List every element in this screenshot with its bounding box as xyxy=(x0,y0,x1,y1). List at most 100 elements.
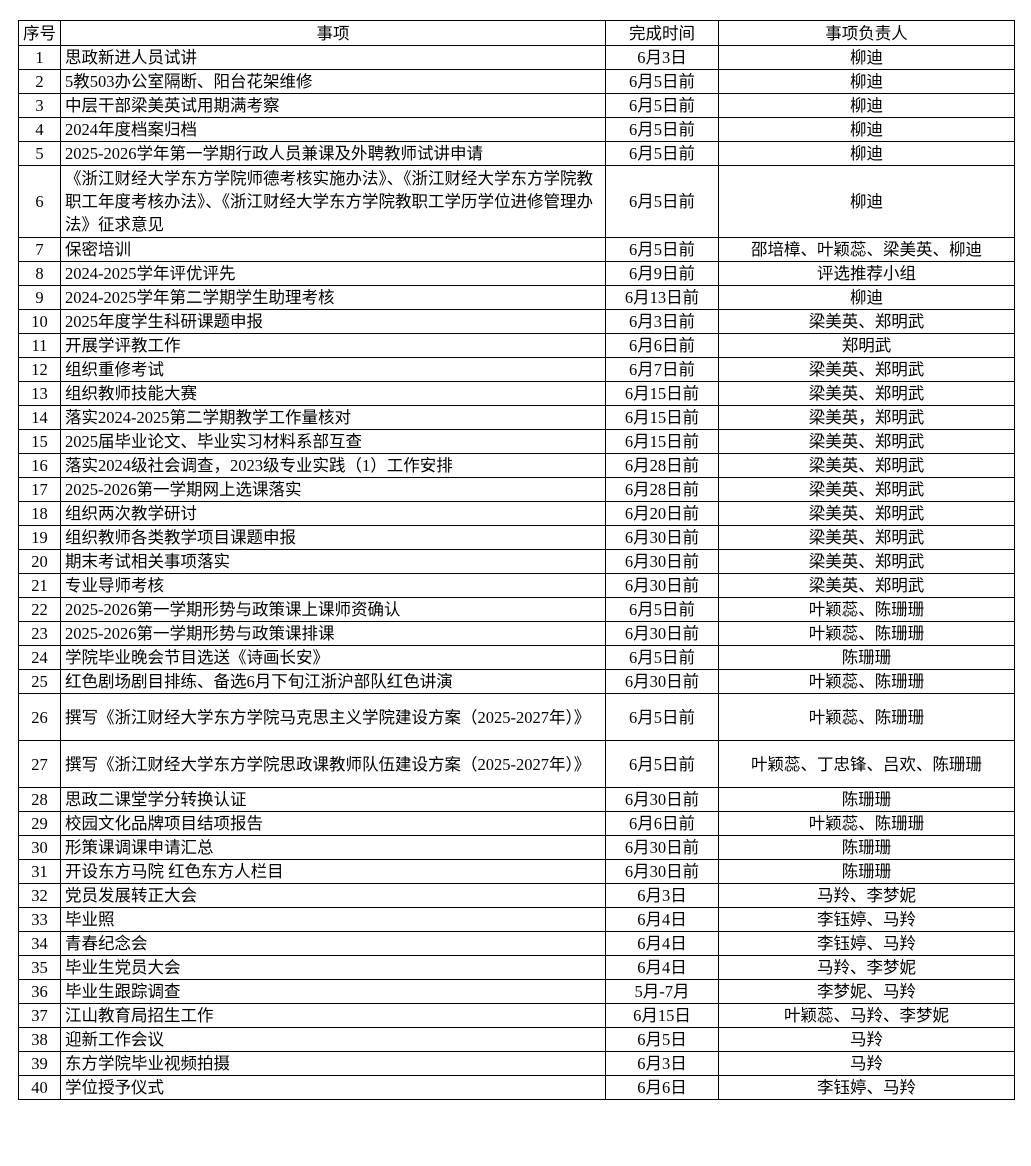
cell-time: 6月6日前 xyxy=(605,811,719,836)
cell-item: 开展学评教工作 xyxy=(60,333,606,358)
cell-time: 6月6日前 xyxy=(605,333,719,358)
cell-seq: 12 xyxy=(18,357,61,382)
cell-seq: 39 xyxy=(18,1051,61,1076)
column-header-item: 事项 xyxy=(60,20,606,46)
cell-time: 6月6日 xyxy=(605,1075,719,1100)
cell-time: 6月5日前 xyxy=(605,693,719,741)
cell-owner: 柳迪 xyxy=(718,69,1015,94)
cell-seq: 7 xyxy=(18,237,61,262)
table-row: 40 学位授予仪式 6月6日 李钰婷、马羚 xyxy=(18,1075,1015,1100)
cell-seq: 29 xyxy=(18,811,61,836)
table-row: 6 《浙江财经大学东方学院师德考核实施办法》、《浙江财经大学东方学院教职工年度考核… xyxy=(18,165,1015,238)
cell-time: 6月5日前 xyxy=(605,69,719,94)
cell-item: 组织教师各类教学项目课题申报 xyxy=(60,525,606,550)
cell-seq: 31 xyxy=(18,859,61,884)
cell-item: 2024-2025学年评优评先 xyxy=(60,261,606,286)
cell-seq: 28 xyxy=(18,787,61,812)
cell-seq: 25 xyxy=(18,669,61,694)
cell-item: 毕业照 xyxy=(60,907,606,932)
cell-seq: 26 xyxy=(18,693,61,741)
table-row: 9 2024-2025学年第二学期学生助理考核 6月13日前 柳迪 xyxy=(18,285,1015,310)
table-row: 21 专业导师考核 6月30日前 梁美英、郑明武 xyxy=(18,573,1015,598)
table-row: 35 毕业生党员大会 6月4日 马羚、李梦妮 xyxy=(18,955,1015,980)
table-row: 22 2025-2026第一学期形势与政策课上课师资确认 6月5日前 叶颖蕊、陈珊珊 xyxy=(18,597,1015,622)
cell-item: 2025-2026第一学期形势与政策课上课师资确认 xyxy=(60,597,606,622)
cell-owner: 梁美英、郑明武 xyxy=(718,453,1015,478)
cell-owner: 马羚 xyxy=(718,1027,1015,1052)
cell-item: 党员发展转正大会 xyxy=(60,883,606,908)
cell-item: 东方学院毕业视频拍摄 xyxy=(60,1051,606,1076)
cell-seq: 6 xyxy=(18,165,61,238)
cell-time: 6月30日前 xyxy=(605,787,719,812)
cell-owner: 柳迪 xyxy=(718,117,1015,142)
column-header-seq: 序号 xyxy=(18,20,61,46)
cell-seq: 27 xyxy=(18,740,61,788)
column-header-time: 完成时间 xyxy=(605,20,719,46)
cell-item: 保密培训 xyxy=(60,237,606,262)
cell-time: 6月5日前 xyxy=(605,165,719,238)
cell-item: 专业导师考核 xyxy=(60,573,606,598)
cell-seq: 21 xyxy=(18,573,61,598)
table-body: 1 思政新进人员试讲 6月3日 柳迪 2 5教503办公室隔断、阳台花架维修 6月5日前 柳迪… xyxy=(18,45,1015,1100)
cell-seq: 8 xyxy=(18,261,61,286)
cell-seq: 24 xyxy=(18,645,61,670)
cell-seq: 3 xyxy=(18,93,61,118)
table-row: 7 保密培训 6月5日前 邵培樟、叶颖蕊、梁美英、柳迪 xyxy=(18,237,1015,262)
table-row: 4 2024年度档案归档 6月5日前 柳迪 xyxy=(18,117,1015,142)
cell-time: 6月4日 xyxy=(605,907,719,932)
cell-item: 落实2024级社会调查，2023级专业实践（1）工作安排 xyxy=(60,453,606,478)
cell-owner: 叶颖蕊、陈珊珊 xyxy=(718,621,1015,646)
cell-time: 5月-7月 xyxy=(605,979,719,1004)
column-header-owner: 事项负责人 xyxy=(718,20,1015,46)
table-row: 26 撰写《浙江财经大学东方学院马克思主义学院建设方案（2025-2027年）》 6… xyxy=(18,693,1015,741)
cell-owner: 马羚、李梦妮 xyxy=(718,883,1015,908)
work-items-table: 序号 事项 完成时间 事项负责人 1 思政新进人员试讲 6月3日 柳迪 2 5教503办公… xyxy=(18,20,1015,1100)
cell-owner: 梁美英，郑明武 xyxy=(718,405,1015,430)
cell-owner: 陈珊珊 xyxy=(718,645,1015,670)
cell-seq: 23 xyxy=(18,621,61,646)
cell-item: 江山教育局招生工作 xyxy=(60,1003,606,1028)
cell-time: 6月28日前 xyxy=(605,477,719,502)
table-row: 25 红色剧场剧目排练、备选6月下旬江浙沪部队红色讲演 6月30日前 叶颖蕊、陈珊珊 xyxy=(18,669,1015,694)
cell-seq: 4 xyxy=(18,117,61,142)
cell-time: 6月9日前 xyxy=(605,261,719,286)
table-row: 3 中层干部梁美英试用期满考察 6月5日前 柳迪 xyxy=(18,93,1015,118)
cell-owner: 柳迪 xyxy=(718,165,1015,238)
cell-seq: 1 xyxy=(18,45,61,70)
table-row: 20 期末考试相关事项落实 6月30日前 梁美英、郑明武 xyxy=(18,549,1015,574)
cell-item: 毕业生党员大会 xyxy=(60,955,606,980)
cell-time: 6月7日前 xyxy=(605,357,719,382)
table-row: 17 2025-2026第一学期网上选课落实 6月28日前 梁美英、郑明武 xyxy=(18,477,1015,502)
cell-seq: 36 xyxy=(18,979,61,1004)
cell-item: 学位授予仪式 xyxy=(60,1075,606,1100)
cell-owner: 叶颖蕊、陈珊珊 xyxy=(718,811,1015,836)
cell-seq: 18 xyxy=(18,501,61,526)
cell-item: 2025-2026学年第一学期行政人员兼课及外聘教师试讲申请 xyxy=(60,141,606,166)
cell-owner: 梁美英、郑明武 xyxy=(718,381,1015,406)
cell-owner: 叶颖蕊、丁忠锋、吕欢、陈珊珊 xyxy=(718,740,1015,788)
cell-time: 6月5日前 xyxy=(605,117,719,142)
cell-seq: 20 xyxy=(18,549,61,574)
cell-time: 6月3日 xyxy=(605,1051,719,1076)
table-row: 12 组织重修考试 6月7日前 梁美英、郑明武 xyxy=(18,357,1015,382)
cell-time: 6月5日前 xyxy=(605,93,719,118)
cell-time: 6月30日前 xyxy=(605,835,719,860)
table-row: 18 组织两次教学研讨 6月20日前 梁美英、郑明武 xyxy=(18,501,1015,526)
cell-item: 撰写《浙江财经大学东方学院马克思主义学院建设方案（2025-2027年）》 xyxy=(60,693,606,741)
cell-time: 6月30日前 xyxy=(605,669,719,694)
cell-time: 6月3日 xyxy=(605,883,719,908)
table-header: 序号 事项 完成时间 事项负责人 xyxy=(18,20,1015,46)
cell-time: 6月15日 xyxy=(605,1003,719,1028)
table-row: 5 2025-2026学年第一学期行政人员兼课及外聘教师试讲申请 6月5日前 柳迪 xyxy=(18,141,1015,166)
cell-seq: 5 xyxy=(18,141,61,166)
cell-time: 6月5日前 xyxy=(605,237,719,262)
table-row: 23 2025-2026第一学期形势与政策课排课 6月30日前 叶颖蕊、陈珊珊 xyxy=(18,621,1015,646)
cell-time: 6月5日前 xyxy=(605,645,719,670)
cell-seq: 38 xyxy=(18,1027,61,1052)
cell-time: 6月3日 xyxy=(605,45,719,70)
table-row: 31 开设东方马院 红色东方人栏目 6月30日前 陈珊珊 xyxy=(18,859,1015,884)
cell-owner: 邵培樟、叶颖蕊、梁美英、柳迪 xyxy=(718,237,1015,262)
table-row: 8 2024-2025学年评优评先 6月9日前 评选推荐小组 xyxy=(18,261,1015,286)
cell-seq: 30 xyxy=(18,835,61,860)
